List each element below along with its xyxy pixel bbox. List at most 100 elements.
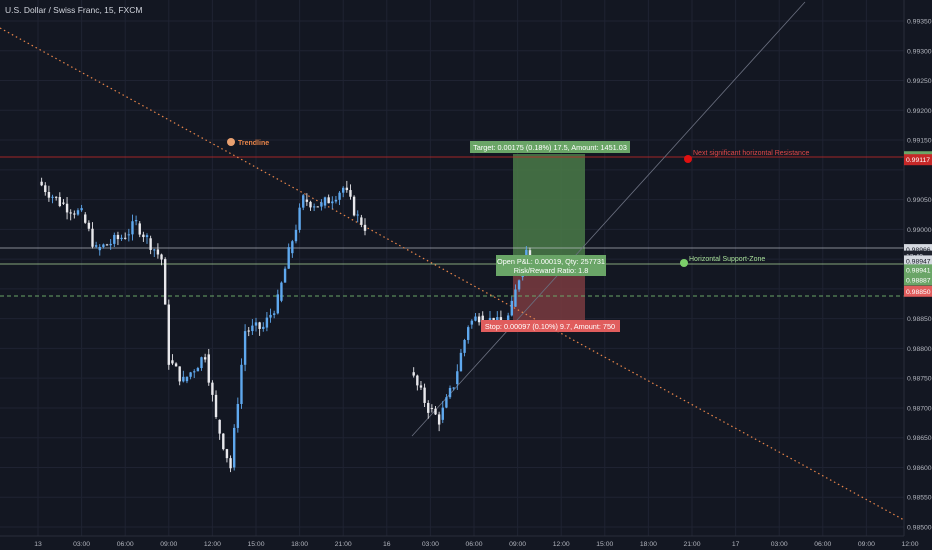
candle [124,237,127,239]
candle [430,407,434,409]
price-tick-label: 0.99300 [907,48,932,55]
candle [145,235,149,238]
candle [459,352,463,372]
price-badge-label: 0.98941 [906,267,931,274]
price-badge [904,244,932,256]
price-badge-label: 0.98887 [906,277,931,284]
drawing-labels: Trendline Next significant horizontal Re… [227,138,809,332]
open-pl-badge [496,255,606,276]
trendline[interactable] [0,27,905,521]
candle [243,331,247,365]
resistance-label: Next significant horizontal Resistance [693,150,809,157]
time-tick-label: 09:00 [160,541,177,548]
candle [470,320,474,325]
time-tick-label: 12:00 [204,541,221,548]
candle [65,203,69,213]
candle [94,245,98,247]
price-axis[interactable]: 0.99350 0.99300 0.99250 0.99200 0.99150 0.990… [903,0,932,536]
candle [265,317,269,328]
trendline-label: Trendline [238,140,269,147]
candle [280,282,283,301]
candle [327,197,330,204]
candle [236,403,240,428]
time-tick-label: 15:00 [596,541,613,548]
candle [345,187,349,191]
price-tick-label: 0.99150 [907,138,932,145]
candle [262,326,265,329]
candle [445,397,448,408]
price-tick-label: 0.98600 [907,465,932,472]
price-tick-label: 0.99250 [907,78,932,85]
candle [305,199,309,202]
channel-line[interactable] [411,1,806,437]
symbol-title: U.S. Dollar / Swiss Franc, 15, FXCM [5,5,143,15]
candle [294,229,298,242]
price-badge [904,285,932,297]
candle [47,192,51,198]
time-tick-label: 12:00 [553,541,570,548]
candle [120,237,123,240]
time-tick-label: 18:00 [291,541,308,548]
candle [276,294,279,314]
candle [334,199,338,202]
candle [254,322,258,326]
candle [437,414,441,425]
candle [456,371,459,385]
price-badge [904,264,932,276]
price-tick-label: 0.98750 [907,376,932,383]
candle [338,192,341,200]
candle [309,201,312,208]
candle [127,234,131,236]
candle [320,202,323,207]
candle [189,372,192,377]
candle [80,208,83,211]
support-anchor[interactable] [680,259,688,267]
price-tick-label: 0.98500 [907,525,932,532]
time-tick-label: 03:00 [422,541,439,548]
price-tick-label: 0.99350 [907,19,932,26]
candle [40,181,43,186]
candle [427,402,430,413]
candle [517,280,521,290]
price-badge-label: 0.99117 [906,157,930,164]
candle [287,247,290,269]
time-tick-label: 21:00 [683,541,700,548]
candle [149,238,152,250]
grid [0,0,904,536]
candle [98,246,101,251]
candle [496,317,499,322]
candle [171,360,174,364]
candle [193,371,196,373]
position-zones [513,154,585,324]
target-zone[interactable] [513,154,585,264]
candle [207,354,210,383]
candle [272,313,276,315]
price-tick-label: 0.99000 [907,227,932,234]
price-tick-label: 0.99050 [907,197,932,204]
time-tick-label: 17 [732,541,740,548]
candle [467,327,470,340]
candle [302,195,305,208]
time-tick-label: 09:00 [858,541,875,548]
candle [134,220,138,222]
candle [196,368,200,372]
time-tick-label: 21:00 [335,541,352,548]
candle [200,357,203,369]
candle [452,387,455,389]
candle [251,325,254,332]
candle [441,407,444,420]
candle [185,376,189,382]
trendline-anchor[interactable] [227,138,235,146]
time-tick-label: 18:00 [640,541,657,548]
resistance-anchor[interactable] [684,155,692,163]
time-axis-bg [0,536,932,550]
candle [214,394,218,418]
candle [291,241,294,254]
candle [69,212,72,214]
candle [510,300,513,316]
candle [412,372,415,376]
candle [131,221,134,235]
time-axis[interactable]: 13 03:00 06:00 09:00 12:00 15:00 18:00 21:00 16 0… [0,535,932,550]
